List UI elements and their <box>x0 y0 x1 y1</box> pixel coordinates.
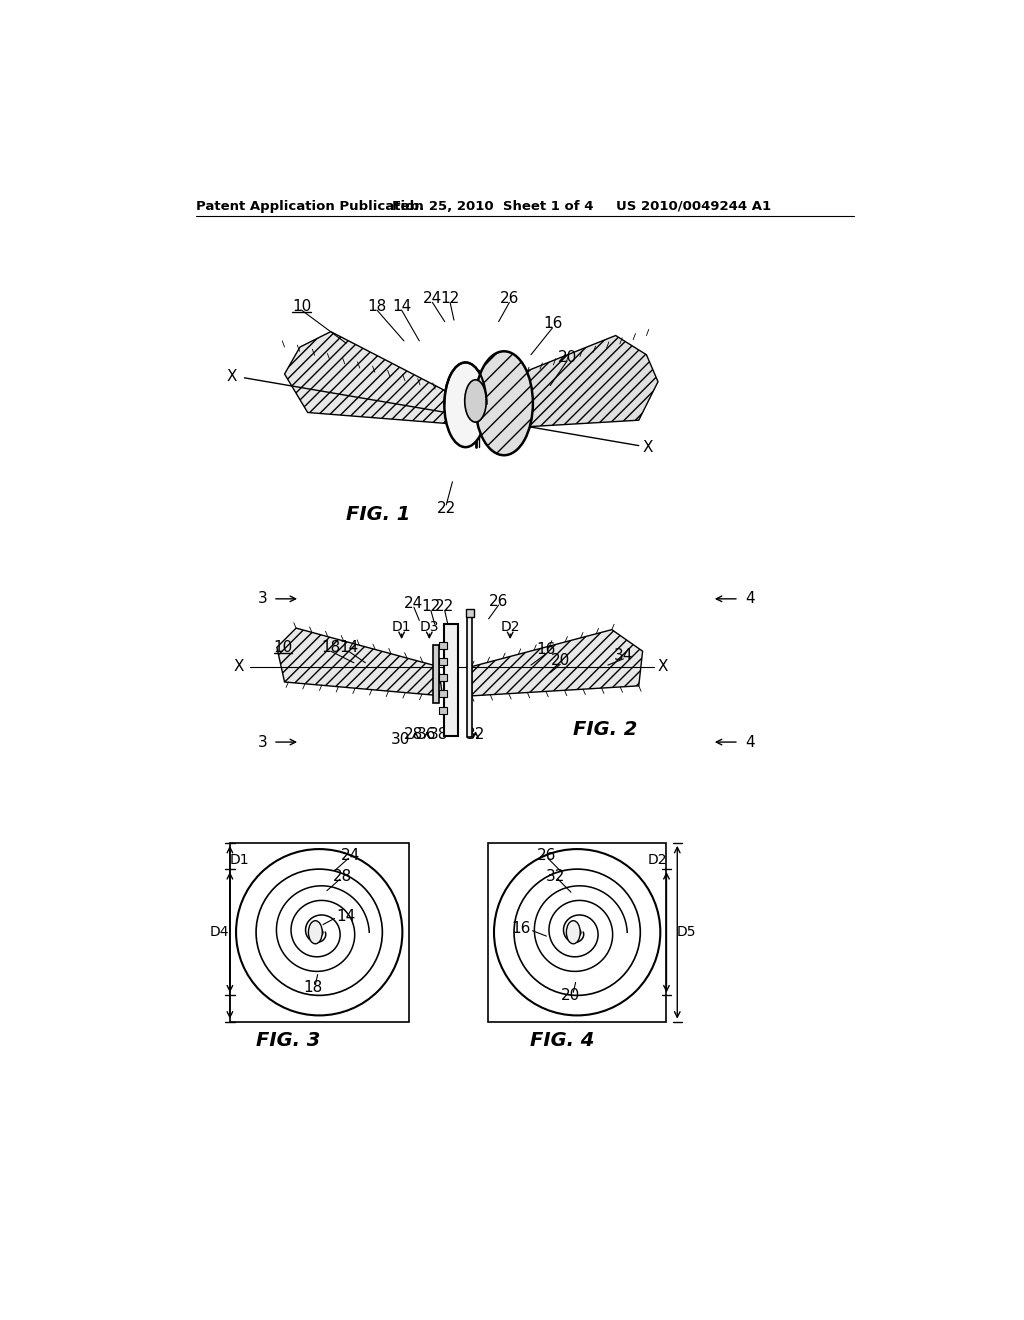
Text: X: X <box>226 368 237 384</box>
Text: 36: 36 <box>417 727 436 742</box>
Text: US 2010/0049244 A1: US 2010/0049244 A1 <box>615 199 771 213</box>
Ellipse shape <box>308 921 323 944</box>
Bar <box>487 843 667 1022</box>
Text: 20: 20 <box>551 653 569 668</box>
Bar <box>439 690 447 697</box>
Text: 14: 14 <box>336 909 355 924</box>
Text: 22: 22 <box>436 502 456 516</box>
Text: 28: 28 <box>333 870 352 884</box>
Bar <box>439 659 447 665</box>
Text: 14: 14 <box>339 640 358 655</box>
Text: D5: D5 <box>677 925 696 940</box>
Ellipse shape <box>444 363 486 447</box>
Text: Feb. 25, 2010  Sheet 1 of 4: Feb. 25, 2010 Sheet 1 of 4 <box>392 199 594 213</box>
Text: X: X <box>234 659 245 675</box>
Text: 14: 14 <box>392 298 412 314</box>
Ellipse shape <box>475 351 532 455</box>
Ellipse shape <box>566 921 581 944</box>
Bar <box>433 645 439 702</box>
Text: Patent Application Publication: Patent Application Publication <box>196 199 424 213</box>
Bar <box>467 614 472 738</box>
Polygon shape <box>472 630 643 696</box>
Text: D2: D2 <box>647 853 667 867</box>
Text: 16: 16 <box>537 642 556 657</box>
Text: 18: 18 <box>368 298 387 314</box>
Text: 32: 32 <box>546 870 565 884</box>
Text: 24: 24 <box>404 595 424 611</box>
Text: 20: 20 <box>557 350 577 364</box>
Text: 18: 18 <box>322 640 340 655</box>
Text: 10: 10 <box>292 298 311 314</box>
Text: 38: 38 <box>429 727 449 742</box>
Text: 22: 22 <box>435 599 455 614</box>
Text: 26: 26 <box>488 594 508 609</box>
Text: FIG. 2: FIG. 2 <box>573 721 638 739</box>
Text: 30: 30 <box>390 733 410 747</box>
Text: 4: 4 <box>745 734 755 750</box>
Bar <box>466 609 474 616</box>
Text: X: X <box>658 659 669 675</box>
Bar <box>439 642 447 649</box>
Polygon shape <box>500 335 658 428</box>
Text: D1: D1 <box>392 619 412 634</box>
Text: 16: 16 <box>543 317 562 331</box>
Text: FIG. 1: FIG. 1 <box>346 504 411 524</box>
Text: 3: 3 <box>258 734 267 750</box>
Text: FIG. 3: FIG. 3 <box>256 1031 321 1049</box>
Text: 18: 18 <box>303 981 323 995</box>
Text: 16: 16 <box>512 921 531 936</box>
Bar <box>439 706 447 714</box>
Bar <box>444 624 458 737</box>
Text: D4: D4 <box>209 925 228 940</box>
Text: 24: 24 <box>340 847 359 863</box>
Bar <box>230 843 409 1022</box>
Text: 32: 32 <box>466 727 485 742</box>
Text: 12: 12 <box>440 290 460 306</box>
Text: 34: 34 <box>613 648 633 663</box>
Text: 10: 10 <box>273 640 293 655</box>
Polygon shape <box>276 628 442 696</box>
Text: 26: 26 <box>500 290 519 306</box>
Bar <box>439 675 447 681</box>
Text: 12: 12 <box>421 599 440 614</box>
Polygon shape <box>285 331 454 424</box>
Text: 4: 4 <box>745 591 755 606</box>
Text: X: X <box>643 440 653 454</box>
Text: 26: 26 <box>537 847 556 863</box>
Text: 3: 3 <box>258 591 267 606</box>
Text: 20: 20 <box>561 987 581 1003</box>
Text: 24: 24 <box>423 290 442 306</box>
Text: D2: D2 <box>501 619 520 634</box>
Text: D3: D3 <box>420 619 439 634</box>
Text: 28: 28 <box>404 727 424 742</box>
Text: FIG. 4: FIG. 4 <box>529 1031 594 1049</box>
Ellipse shape <box>465 380 486 422</box>
Text: D1: D1 <box>229 853 249 867</box>
